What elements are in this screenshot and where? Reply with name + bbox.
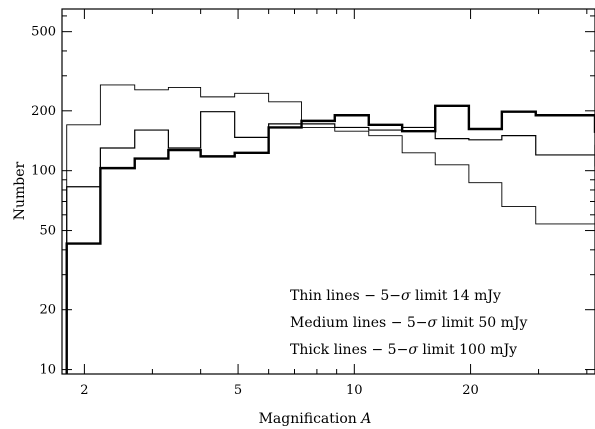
series-line-medium [66, 111, 595, 374]
series-line-thick [65, 104, 595, 374]
y-tick-label: 500 [31, 25, 56, 40]
axis-tick-labels: 2 5 10 20 10 20 50 100 200 500 [31, 25, 479, 398]
legend-entry: Thick lines − 5−σ limit 100 mJy [290, 342, 517, 358]
x-tick-label: 5 [234, 383, 242, 398]
y-tick-label: 20 [39, 303, 56, 318]
plot-frame [61, 8, 595, 375]
y-tick-label: 100 [31, 164, 56, 179]
y-tick-label: 200 [31, 104, 56, 119]
x-tick-label: 10 [346, 383, 363, 398]
x-tick-label: 2 [80, 383, 88, 398]
series-lines [65, 84, 595, 374]
y-axis-label: Number [12, 161, 28, 220]
y-tick-label: 50 [39, 224, 56, 239]
legend: Thin lines − 5−σ limit 14 mJy Medium line… [290, 288, 527, 358]
legend-entry: Medium lines − 5−σ limit 50 mJy [290, 315, 527, 331]
x-axis-label-text: Magnification [259, 411, 362, 427]
x-axis-label-symbol: A [359, 411, 371, 427]
legend-entry: Thin lines − 5−σ limit 14 mJy [290, 288, 501, 304]
x-tick-label: 20 [462, 383, 479, 398]
x-axis-label: Magnification A [259, 411, 372, 427]
y-tick-label: 10 [39, 363, 56, 378]
